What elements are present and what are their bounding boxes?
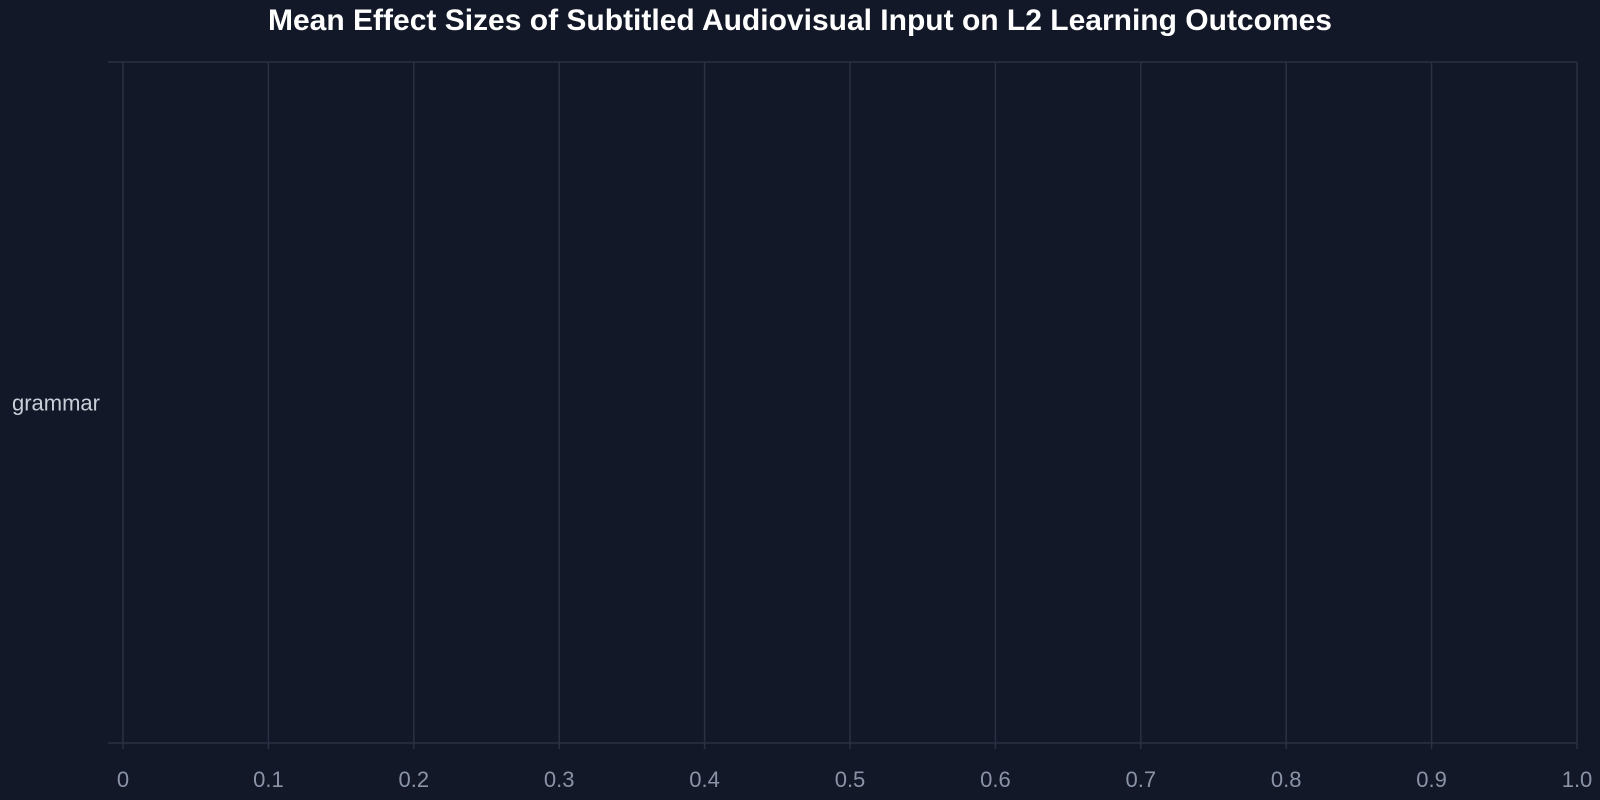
x-tick-label-2: 0.2	[399, 767, 430, 792]
x-tick-label-1: 0.1	[253, 767, 284, 792]
category-labels: grammar	[12, 391, 100, 416]
x-tick-label-4: 0.4	[689, 767, 720, 792]
x-tick-label-8: 0.8	[1271, 767, 1302, 792]
x-tick-labels: 0 0.1 0.2 0.3 0.4 0.5 0.6 0.7 0.8 0.9 1.0	[117, 767, 1592, 792]
x-tick-label-0: 0	[117, 767, 129, 792]
chart-title: Mean Effect Sizes of Subtitled Audiovisu…	[268, 4, 1332, 37]
x-tick-label-6: 0.6	[980, 767, 1011, 792]
gridlines	[122, 62, 1578, 749]
category-label-0: grammar	[12, 391, 100, 416]
x-tick-label-7: 0.7	[1126, 767, 1157, 792]
x-tick-label-3: 0.3	[544, 767, 575, 792]
x-tick-label-5: 0.5	[835, 767, 866, 792]
x-tick-label-10: 1.0	[1562, 767, 1593, 792]
axes	[108, 61, 1577, 744]
x-tick-label-9: 0.9	[1416, 767, 1447, 792]
